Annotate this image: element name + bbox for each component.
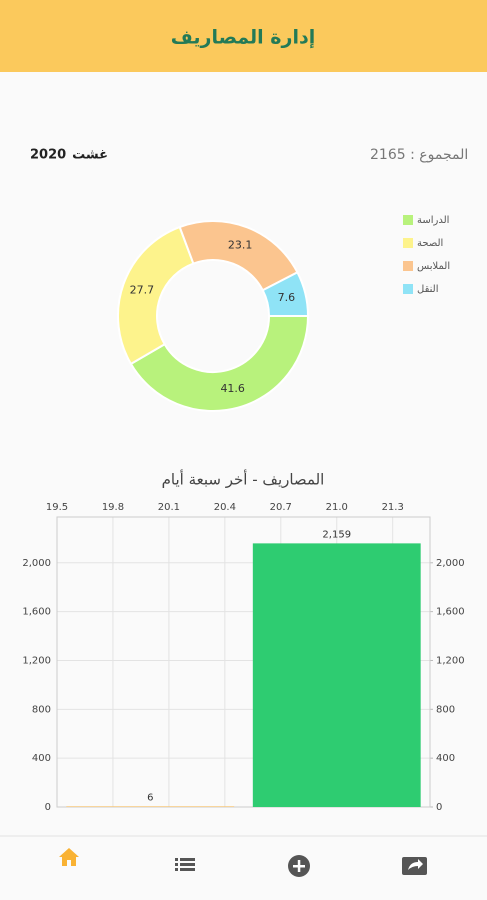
y-tick-label: 1,600 <box>22 607 51 618</box>
year: 2020 <box>30 148 66 163</box>
y2-tick-label: 1,600 <box>436 607 465 618</box>
bar-chart-title: المصاريف - أخر سبعة أيام <box>162 470 325 489</box>
plot-frame <box>56 516 431 808</box>
y-tick-label: 800 <box>32 704 51 715</box>
nav-share[interactable] <box>402 857 427 875</box>
nav-home[interactable] <box>59 848 79 866</box>
x-tick-label: 20.7 <box>270 502 292 513</box>
bar <box>252 543 421 807</box>
bar <box>66 806 235 807</box>
y2-tick-label: 800 <box>436 704 455 715</box>
x-tick-label: 20.1 <box>158 502 180 513</box>
bar-value-label: 6 <box>147 792 153 803</box>
x-tick-label: 21.0 <box>326 502 348 513</box>
x-tick-label: 21.3 <box>382 502 404 513</box>
month: غشت <box>72 148 108 163</box>
pie-slice <box>129 315 310 412</box>
nav-list[interactable] <box>175 858 195 871</box>
pie-slice <box>261 270 310 317</box>
legend-swatch <box>403 215 413 225</box>
slice-label: 27.7 <box>130 284 155 297</box>
bar-value-label: 2,159 <box>322 529 351 540</box>
pie-slice <box>117 225 195 366</box>
app-bar <box>0 0 487 72</box>
y-tick-label: 2,000 <box>22 558 51 569</box>
legend-label: الصحة <box>417 238 443 249</box>
legend-swatch <box>403 261 413 271</box>
y2-tick-label: 0 <box>436 802 442 813</box>
slice-label: 23.1 <box>228 239 253 252</box>
y-tick-label: 400 <box>32 753 51 764</box>
total: المجموع : 2165 <box>370 147 468 163</box>
slice-label: 7.6 <box>278 291 296 304</box>
pie-slice <box>178 220 299 292</box>
y-tick-label: 1,200 <box>22 655 51 666</box>
x-tick-label: 20.4 <box>214 502 236 513</box>
legend-label: الملابس <box>417 261 450 272</box>
y2-tick-label: 400 <box>436 753 455 764</box>
legend-label: الدراسة <box>417 215 449 226</box>
slice-label: 41.6 <box>220 382 245 395</box>
x-tick-label: 19.5 <box>46 502 68 513</box>
x-tick-label: 19.8 <box>102 502 124 513</box>
y-tick-label: 0 <box>45 802 51 813</box>
y2-tick-label: 2,000 <box>436 558 465 569</box>
legend-swatch <box>403 238 413 248</box>
legend-swatch <box>403 284 413 294</box>
nav-add[interactable] <box>288 855 310 877</box>
y2-tick-label: 1,200 <box>436 655 465 666</box>
app-title: إدارة المصاريف <box>171 27 316 49</box>
legend-label: النقل <box>417 284 438 295</box>
